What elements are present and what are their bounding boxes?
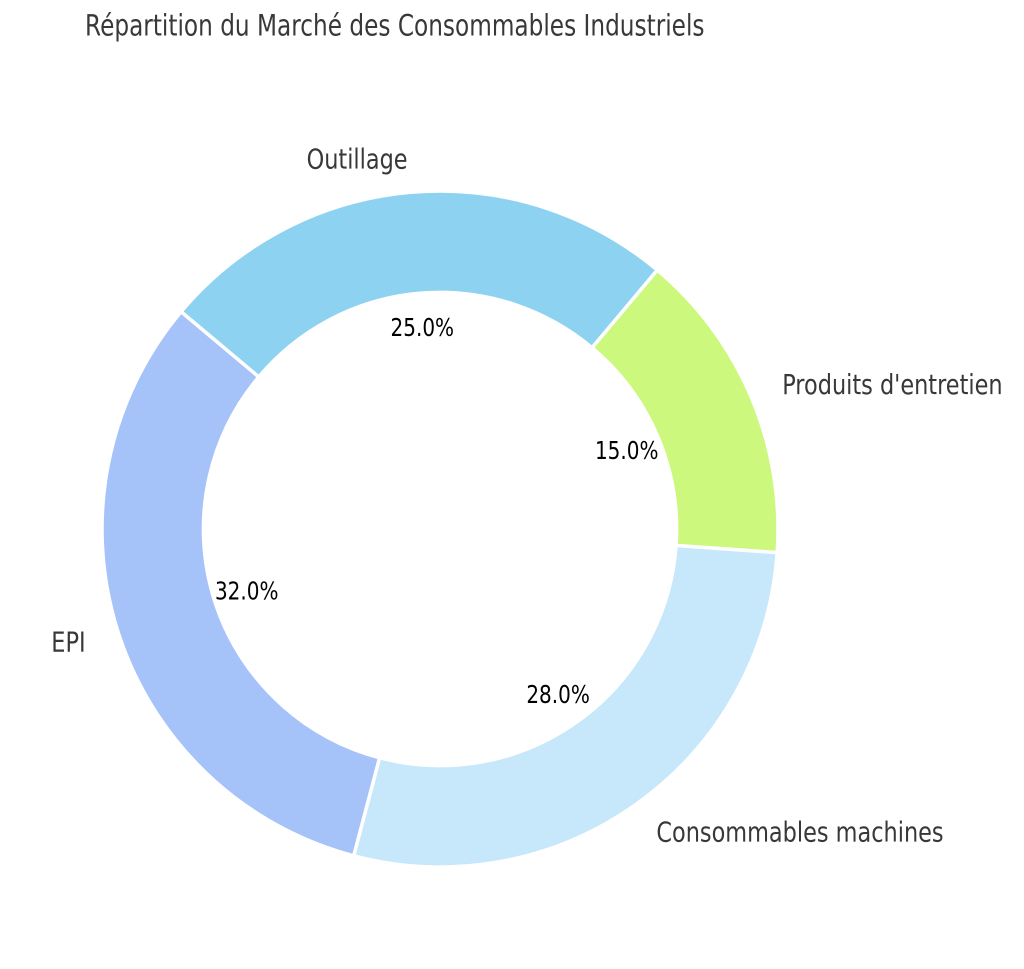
slice-pct-epi: 32.0%: [215, 576, 279, 605]
slice-label-consommables-machines: Consommables machines: [656, 815, 943, 848]
slice-label-outillage: Outillage: [307, 143, 408, 176]
slice-pct-produits-d-entretien: 15.0%: [595, 436, 659, 465]
slice-label-epi: EPI: [51, 626, 85, 659]
pie-slice-consommables-machines: [351, 543, 779, 869]
slice-pct-outillage: 25.0%: [391, 313, 455, 342]
pie-slice-epi: [100, 309, 382, 858]
slice-label-produits-d-entretien: Produits d'entretien: [782, 368, 1002, 401]
slice-pct-consommables-machines: 28.0%: [526, 680, 590, 709]
pie-slice-outillage: [179, 189, 660, 379]
chart-title: Répartition du Marché des Consommables I…: [85, 9, 705, 43]
pie-slice-produits-d-entretien: [590, 268, 780, 555]
